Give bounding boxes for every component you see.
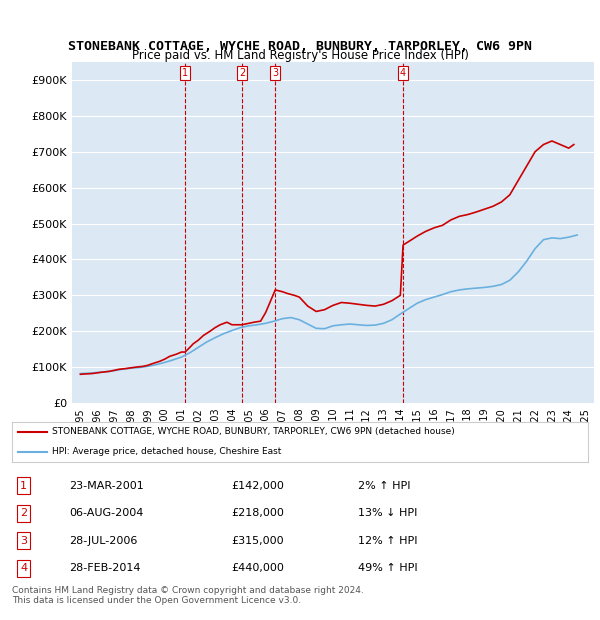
Text: 28-JUL-2006: 28-JUL-2006 <box>70 536 138 546</box>
Text: 1: 1 <box>20 480 27 490</box>
Text: 23-MAR-2001: 23-MAR-2001 <box>70 480 145 490</box>
Text: 1: 1 <box>182 68 188 78</box>
Text: 13% ↓ HPI: 13% ↓ HPI <box>358 508 417 518</box>
Text: 06-AUG-2004: 06-AUG-2004 <box>70 508 144 518</box>
Text: 2: 2 <box>20 508 27 518</box>
Text: £142,000: £142,000 <box>231 480 284 490</box>
Text: This data is licensed under the Open Government Licence v3.0.: This data is licensed under the Open Gov… <box>12 596 301 606</box>
Text: 2: 2 <box>239 68 245 78</box>
Text: £440,000: £440,000 <box>231 563 284 574</box>
Text: STONEBANK COTTAGE, WYCHE ROAD, BUNBURY, TARPORLEY, CW6 9PN: STONEBANK COTTAGE, WYCHE ROAD, BUNBURY, … <box>68 40 532 53</box>
Text: 2% ↑ HPI: 2% ↑ HPI <box>358 480 410 490</box>
Text: 3: 3 <box>272 68 278 78</box>
Text: 49% ↑ HPI: 49% ↑ HPI <box>358 563 417 574</box>
Text: 3: 3 <box>20 536 27 546</box>
Text: £315,000: £315,000 <box>231 536 284 546</box>
Text: 4: 4 <box>20 563 27 574</box>
Text: HPI: Average price, detached house, Cheshire East: HPI: Average price, detached house, Ches… <box>52 447 281 456</box>
Text: 12% ↑ HPI: 12% ↑ HPI <box>358 536 417 546</box>
Text: 28-FEB-2014: 28-FEB-2014 <box>70 563 141 574</box>
Text: £218,000: £218,000 <box>231 508 284 518</box>
Text: Price paid vs. HM Land Registry's House Price Index (HPI): Price paid vs. HM Land Registry's House … <box>131 50 469 62</box>
Text: Contains HM Land Registry data © Crown copyright and database right 2024.: Contains HM Land Registry data © Crown c… <box>12 586 364 595</box>
Text: STONEBANK COTTAGE, WYCHE ROAD, BUNBURY, TARPORLEY, CW6 9PN (detached house): STONEBANK COTTAGE, WYCHE ROAD, BUNBURY, … <box>52 427 455 436</box>
Text: 4: 4 <box>400 68 406 78</box>
